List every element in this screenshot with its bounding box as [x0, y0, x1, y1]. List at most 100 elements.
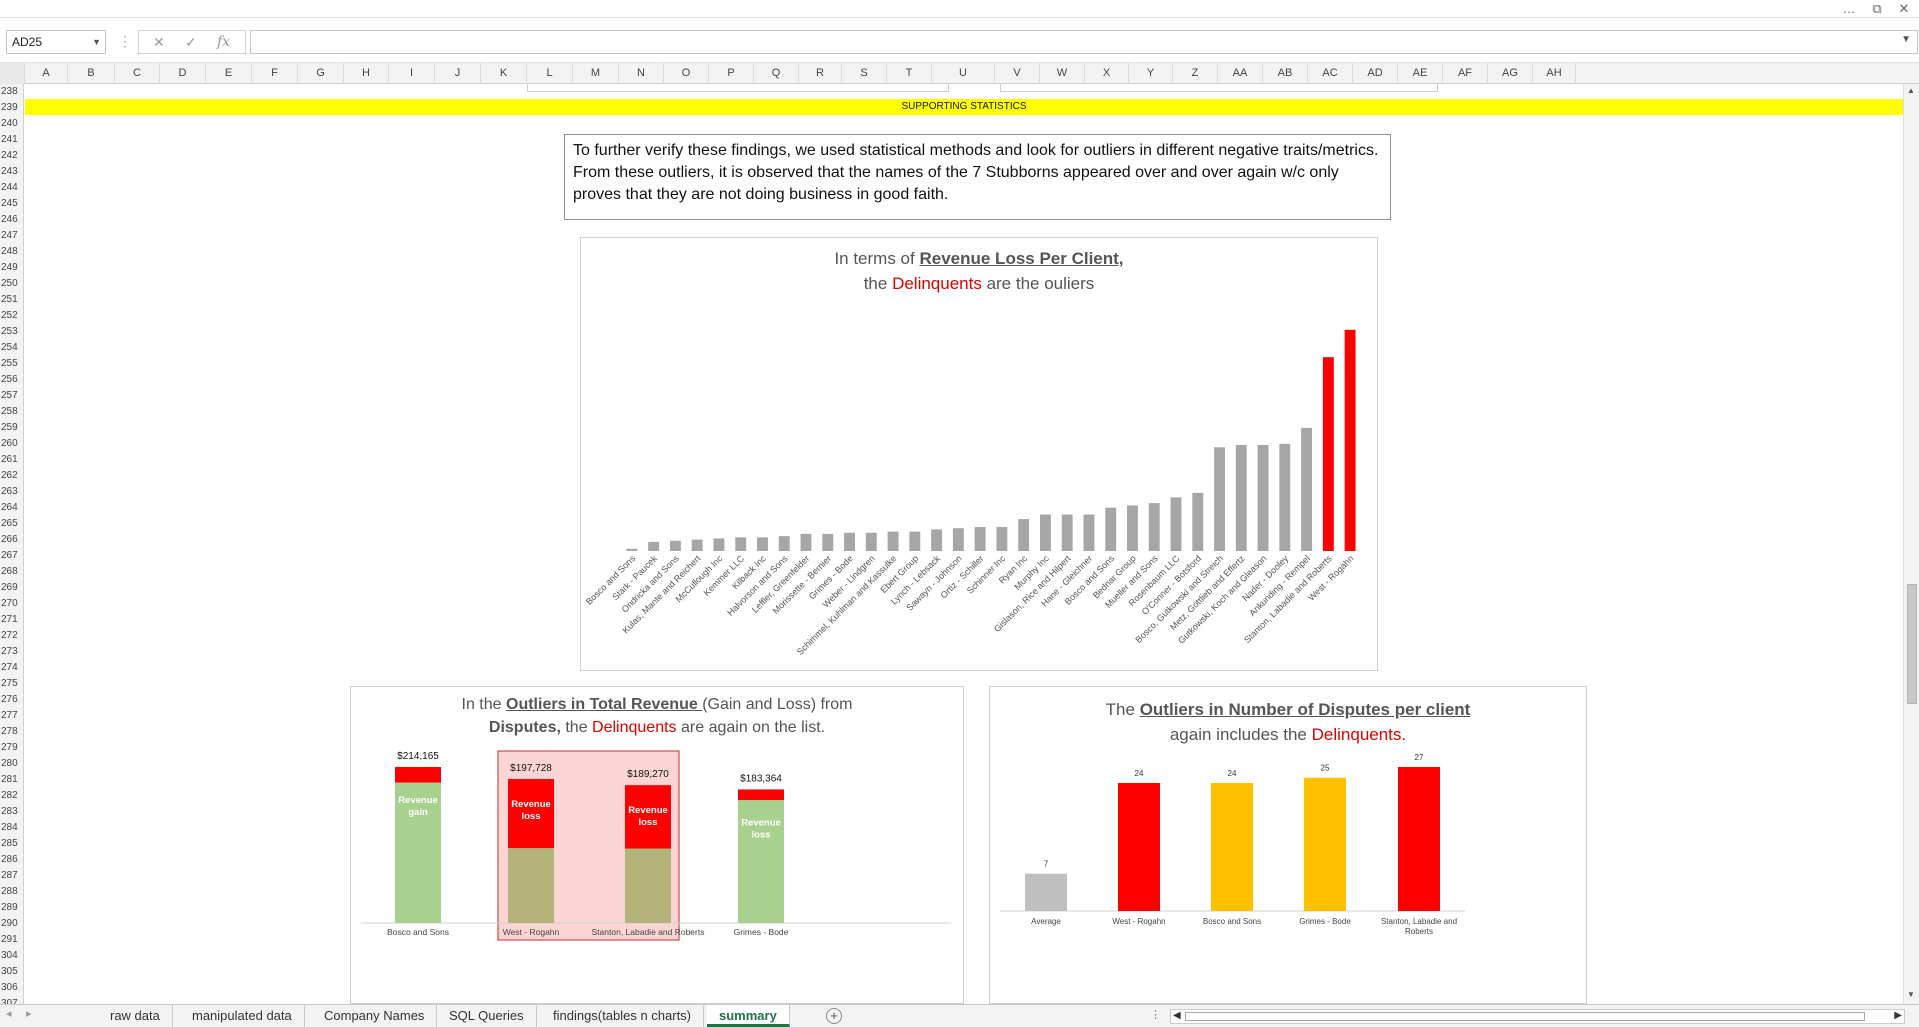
- column-header-aa[interactable]: AA: [1218, 63, 1263, 84]
- row-header[interactable]: 247: [0, 228, 24, 244]
- row-header[interactable]: 239: [0, 100, 24, 116]
- column-header-t[interactable]: T: [887, 63, 932, 84]
- sheet-tab-sql-queries[interactable]: SQL Queries: [437, 1005, 537, 1027]
- scroll-thumb[interactable]: [1185, 1012, 1865, 1021]
- column-header-ae[interactable]: AE: [1398, 63, 1443, 84]
- add-sheet-icon[interactable]: +: [826, 1008, 842, 1024]
- row-header[interactable]: 281: [0, 772, 24, 788]
- column-header-af[interactable]: AF: [1443, 63, 1488, 84]
- row-header[interactable]: 262: [0, 468, 24, 484]
- row-header[interactable]: 259: [0, 420, 24, 436]
- row-header[interactable]: 275: [0, 676, 24, 692]
- vertical-scrollbar[interactable]: ▲ ▼: [1903, 84, 1919, 1004]
- row-header[interactable]: 290: [0, 916, 24, 932]
- scroll-down-icon[interactable]: ▼: [1907, 990, 1915, 999]
- row-header[interactable]: 263: [0, 484, 24, 500]
- row-header[interactable]: 258: [0, 404, 24, 420]
- row-header[interactable]: 254: [0, 340, 24, 356]
- row-header[interactable]: 269: [0, 580, 24, 596]
- scroll-right-icon[interactable]: ▶: [1894, 1010, 1902, 1021]
- row-header[interactable]: 283: [0, 804, 24, 820]
- enter-icon[interactable]: ✓: [185, 33, 197, 51]
- row-header[interactable]: 244: [0, 180, 24, 196]
- column-header-ab[interactable]: AB: [1263, 63, 1308, 84]
- row-header[interactable]: 238: [0, 84, 24, 100]
- column-header-b[interactable]: B: [68, 63, 115, 84]
- row-header[interactable]: 291: [0, 932, 24, 948]
- row-header[interactable]: 265: [0, 516, 24, 532]
- column-header-j[interactable]: J: [435, 63, 481, 84]
- row-header[interactable]: 268: [0, 564, 24, 580]
- column-header-f[interactable]: F: [252, 63, 298, 84]
- row-header[interactable]: 250: [0, 276, 24, 292]
- column-header-i[interactable]: I: [389, 63, 435, 84]
- more-icon[interactable]: ⋮: [118, 33, 132, 49]
- row-header[interactable]: 252: [0, 308, 24, 324]
- row-header[interactable]: 287: [0, 868, 24, 884]
- column-header-u[interactable]: U: [932, 63, 995, 84]
- formula-input[interactable]: ▼: [250, 30, 1918, 54]
- column-header-o[interactable]: O: [664, 63, 709, 84]
- prev-sheet-icon[interactable]: ◂: [6, 1007, 12, 1020]
- column-header-h[interactable]: H: [344, 63, 389, 84]
- row-header[interactable]: 249: [0, 260, 24, 276]
- row-header[interactable]: 266: [0, 532, 24, 548]
- row-header[interactable]: 251: [0, 292, 24, 308]
- scroll-thumb[interactable]: [1907, 584, 1917, 704]
- column-header-l[interactable]: L: [527, 63, 573, 84]
- row-header[interactable]: 289: [0, 900, 24, 916]
- total-revenue-outliers-chart[interactable]: In the Outliers in Total Revenue (Gain a…: [350, 686, 964, 1004]
- row-header[interactable]: 272: [0, 628, 24, 644]
- row-header[interactable]: 245: [0, 196, 24, 212]
- column-header-n[interactable]: N: [619, 63, 664, 84]
- column-header-s[interactable]: S: [842, 63, 887, 84]
- row-header[interactable]: 304: [0, 948, 24, 964]
- horizontal-scrollbar[interactable]: ◀ ▶: [1170, 1009, 1905, 1024]
- select-all-corner[interactable]: [0, 63, 25, 84]
- column-header-k[interactable]: K: [481, 63, 527, 84]
- sheet-tab-summary[interactable]: summary: [707, 1005, 790, 1027]
- worksheet-area[interactable]: SUPPORTING STATISTICS To further verify …: [25, 84, 1903, 1004]
- column-header-ad[interactable]: AD: [1353, 63, 1398, 84]
- next-sheet-icon[interactable]: ▸: [26, 1007, 32, 1020]
- row-header[interactable]: 240: [0, 116, 24, 132]
- row-header[interactable]: 282: [0, 788, 24, 804]
- column-header-y[interactable]: Y: [1129, 63, 1173, 84]
- name-box[interactable]: AD25 ▼: [6, 30, 106, 54]
- column-header-v[interactable]: V: [995, 63, 1040, 84]
- column-header-w[interactable]: W: [1040, 63, 1085, 84]
- row-header[interactable]: 288: [0, 884, 24, 900]
- sheet-tab-company-names[interactable]: Company Names: [312, 1005, 437, 1027]
- column-header-g[interactable]: G: [298, 63, 344, 84]
- row-header[interactable]: 248: [0, 244, 24, 260]
- fx-icon[interactable]: fx: [217, 33, 230, 51]
- column-header-c[interactable]: C: [115, 63, 160, 84]
- row-header[interactable]: 260: [0, 436, 24, 452]
- column-header-p[interactable]: P: [709, 63, 754, 84]
- column-header-z[interactable]: Z: [1173, 63, 1218, 84]
- row-header[interactable]: 267: [0, 548, 24, 564]
- row-header[interactable]: 270: [0, 596, 24, 612]
- cancel-icon[interactable]: ✕: [153, 33, 165, 51]
- row-header[interactable]: 255: [0, 356, 24, 372]
- row-header[interactable]: 305: [0, 964, 24, 980]
- revenue-loss-chart[interactable]: In terms of Revenue Loss Per Client, the…: [580, 237, 1378, 671]
- column-header-a[interactable]: A: [25, 63, 68, 84]
- column-header-ac[interactable]: AC: [1308, 63, 1353, 84]
- column-header-x[interactable]: X: [1085, 63, 1129, 84]
- scroll-left-icon[interactable]: ◀: [1173, 1010, 1181, 1021]
- sheet-tab-findings-tables-n-charts[interactable]: findings(tables n charts): [541, 1005, 704, 1027]
- row-header[interactable]: 280: [0, 756, 24, 772]
- scroll-up-icon[interactable]: ▲: [1907, 86, 1915, 95]
- close-icon[interactable]: ✕: [1893, 0, 1915, 18]
- more-options-icon[interactable]: …: [1838, 0, 1860, 18]
- row-header[interactable]: 261: [0, 452, 24, 468]
- row-header[interactable]: 257: [0, 388, 24, 404]
- column-header-q[interactable]: Q: [754, 63, 799, 84]
- restore-icon[interactable]: ⧉: [1866, 0, 1888, 18]
- row-header[interactable]: 246: [0, 212, 24, 228]
- row-header[interactable]: 285: [0, 836, 24, 852]
- row-header[interactable]: 241: [0, 132, 24, 148]
- column-header-m[interactable]: M: [573, 63, 619, 84]
- disputes-per-client-chart[interactable]: The Outliers in Number of Disputes per c…: [989, 686, 1587, 1004]
